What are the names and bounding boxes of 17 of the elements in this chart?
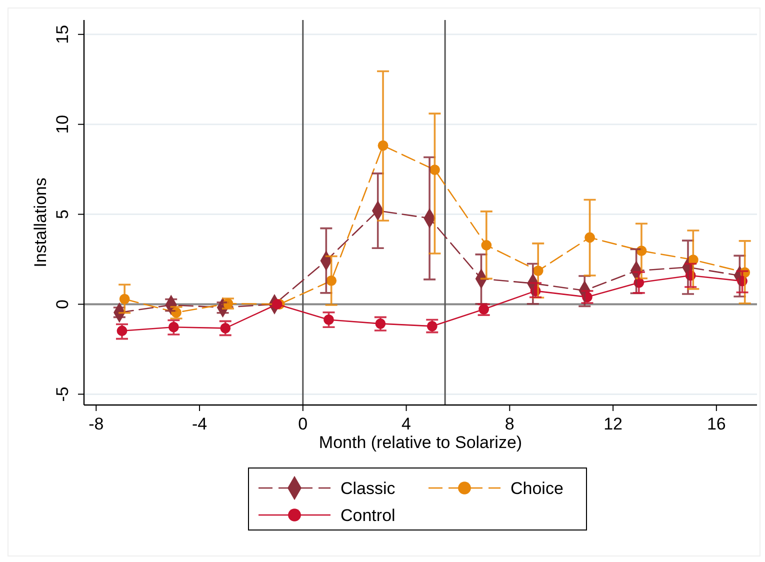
- x-tick-label: 4: [402, 414, 412, 434]
- x-tick-label: -8: [88, 414, 104, 434]
- x-tick-label: 12: [604, 414, 623, 434]
- legend-label: Classic: [340, 479, 396, 498]
- x-tick-label: 8: [504, 414, 514, 434]
- y-axis-title: Installations: [31, 178, 50, 268]
- x-tick-label: 16: [706, 414, 726, 434]
- x-axis-title: Month (relative to Solarize): [318, 433, 522, 452]
- x-tick-label: 0: [298, 414, 308, 434]
- y-tick-label: 10: [53, 114, 72, 134]
- legend-label: Choice: [510, 479, 564, 498]
- x-tick-label: -4: [192, 414, 208, 434]
- legend-label: Control: [340, 506, 396, 525]
- y-tick-label: -5: [53, 386, 72, 402]
- y-tick-label: 15: [53, 24, 72, 44]
- y-tick-label: 0: [53, 300, 72, 309]
- y-tick-label: 5: [53, 210, 72, 220]
